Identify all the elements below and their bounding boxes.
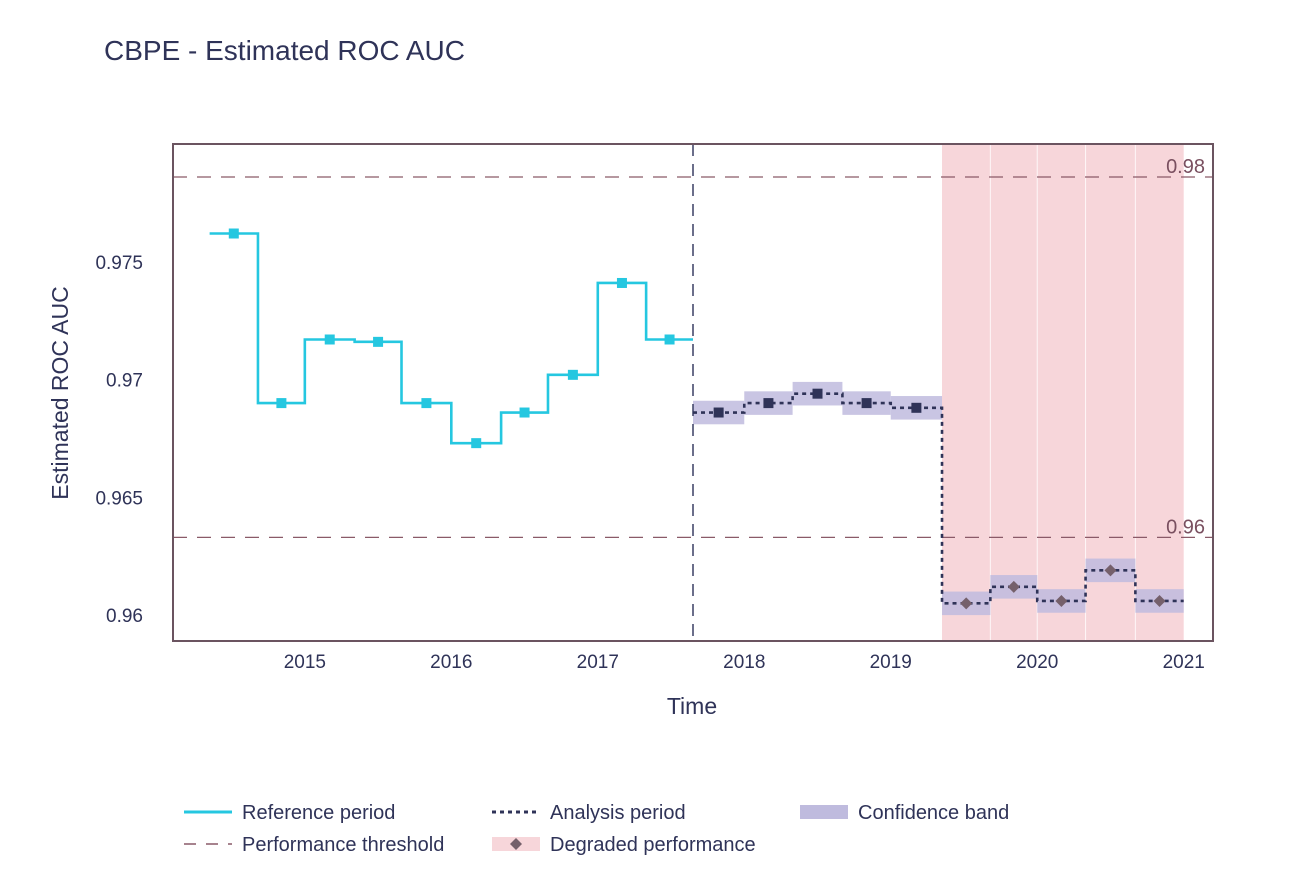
y-tick-label-2: 0.97 xyxy=(106,371,143,392)
reference-point-6 xyxy=(519,407,530,418)
reference-point-7 xyxy=(567,369,578,380)
degraded-region xyxy=(942,144,1184,641)
threshold-label-1: 0.96 xyxy=(1166,516,1205,538)
plot-border xyxy=(172,143,1214,642)
analysis-point-4 xyxy=(911,402,922,413)
x-axis-title: Time xyxy=(667,693,717,719)
x-tick-label-5: 2020 xyxy=(1016,652,1058,673)
reference-point-9 xyxy=(664,334,675,345)
analysis-point-0 xyxy=(713,407,724,418)
degraded-region-band xyxy=(942,144,1184,641)
reference-point-5 xyxy=(471,438,482,449)
y-axis-ticks: 0.96 0.965 0.97 0.975 xyxy=(95,253,143,627)
legend-swatch-degraded-marker xyxy=(510,838,522,850)
y-axis-title: Estimated ROC AUC xyxy=(47,286,73,499)
series-markers xyxy=(228,228,1166,610)
analysis-point-2 xyxy=(812,388,823,399)
y-tick-label-0: 0.96 xyxy=(106,606,143,627)
y-tick-label-1: 0.965 xyxy=(95,488,143,509)
threshold-label-0: 0.98 xyxy=(1166,156,1205,178)
degraded-point-5 xyxy=(960,597,973,610)
degraded-point-8 xyxy=(1104,564,1117,577)
x-axis-ticks: 2015 2016 2017 2018 2019 2020 2021 xyxy=(284,652,1205,673)
legend-label-analysis: Analysis period xyxy=(550,802,686,824)
legend-label-threshold: Performance threshold xyxy=(242,834,444,856)
x-tick-label-4: 2019 xyxy=(870,652,912,673)
degraded-point-7 xyxy=(1055,594,1068,607)
series-lines xyxy=(209,232,1184,605)
legend-swatch-confidence xyxy=(800,805,848,819)
analysis-point-3 xyxy=(861,398,872,409)
threshold-lines: 0.98 0.96 xyxy=(173,156,1213,538)
x-tick-label-1: 2016 xyxy=(430,652,472,673)
analysis-point-1 xyxy=(763,398,774,409)
reference-point-3 xyxy=(373,336,384,347)
reference-point-4 xyxy=(421,398,432,409)
legend: Reference period Analysis period Confidenc… xyxy=(184,802,1009,856)
chart-title: CBPE - Estimated ROC AUC xyxy=(104,35,465,66)
legend-label-confidence: Confidence band xyxy=(858,802,1009,824)
y-tick-label-3: 0.975 xyxy=(95,253,143,274)
reference-point-1 xyxy=(276,398,287,409)
legend-label-reference: Reference period xyxy=(242,802,395,824)
degraded-point-9 xyxy=(1153,594,1166,607)
x-tick-label-6: 2021 xyxy=(1163,652,1205,673)
analysis-period-line xyxy=(693,392,1184,605)
legend-label-degraded: Degraded performance xyxy=(550,834,756,856)
reference-period-line xyxy=(209,232,693,445)
reference-point-0 xyxy=(228,228,239,239)
reference-point-8 xyxy=(616,277,627,288)
degraded-point-6 xyxy=(1007,580,1020,593)
x-tick-label-0: 2015 xyxy=(284,652,326,673)
x-tick-label-2: 2017 xyxy=(577,652,619,673)
reference-point-2 xyxy=(324,334,335,345)
plot-frame xyxy=(172,143,1214,642)
x-tick-label-3: 2018 xyxy=(723,652,765,673)
